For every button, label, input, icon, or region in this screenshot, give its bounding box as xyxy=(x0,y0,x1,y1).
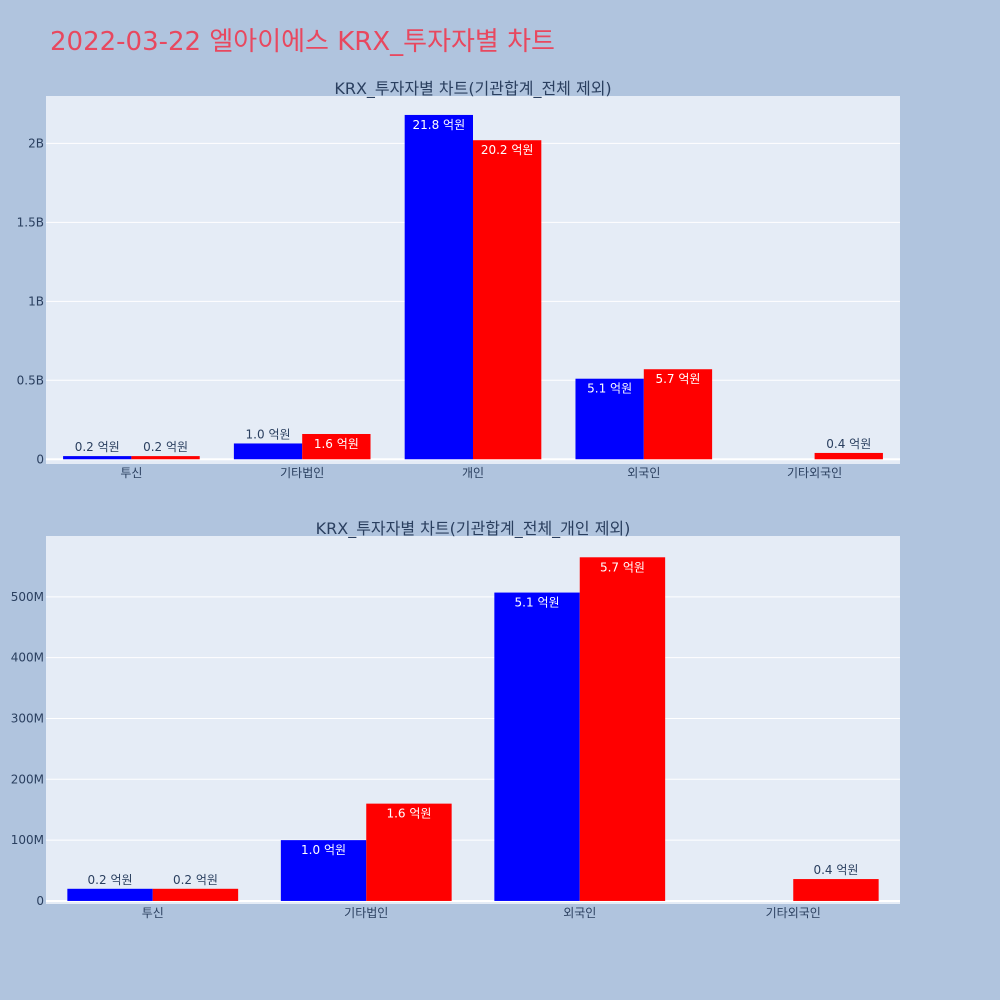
y-tick-label: 2B xyxy=(28,136,44,150)
charts-container: KRX_투자자별 차트(기관합계_전체 제외)00.5B1B1.5B2B투신0.… xyxy=(11,79,900,920)
data-label: 0.4 억원 xyxy=(813,863,858,877)
bar xyxy=(131,456,200,460)
bar xyxy=(643,369,713,460)
data-label: 5.7 억원 xyxy=(655,372,700,386)
y-tick-label: 1B xyxy=(28,294,44,308)
data-label: 0.2 억원 xyxy=(173,873,218,887)
x-tick-label: 투신 xyxy=(120,466,142,480)
plot-area xyxy=(46,536,900,904)
bar xyxy=(233,443,303,460)
chart-title: KRX_투자자별 차트(기관합계_전체_개인 제외) xyxy=(316,519,631,539)
chart-title: KRX_투자자별 차트(기관합계_전체 제외) xyxy=(334,79,611,99)
y-tick-label: 300M xyxy=(11,711,44,725)
bar xyxy=(67,888,153,901)
data-label: 1.0 억원 xyxy=(301,843,346,857)
x-tick-label: 개인 xyxy=(462,466,484,480)
x-tick-label: 기타법인 xyxy=(280,466,324,480)
bar xyxy=(494,592,580,901)
data-label: 5.1 억원 xyxy=(515,596,560,610)
chart-1: KRX_투자자별 차트(기관합계_전체 제외)00.5B1B1.5B2B투신0.… xyxy=(17,79,900,480)
x-tick-label: 기타외국인 xyxy=(787,466,842,480)
y-tick-label: 0 xyxy=(36,894,44,908)
y-tick-label: 200M xyxy=(11,772,44,786)
data-label: 0.2 억원 xyxy=(88,873,133,887)
bar xyxy=(302,433,371,460)
y-tick-label: 100M xyxy=(11,833,44,847)
data-label: 1.6 억원 xyxy=(386,807,431,821)
bar xyxy=(63,456,132,460)
bar xyxy=(404,114,473,460)
x-tick-label: 기타외국인 xyxy=(766,906,821,920)
chart-2: KRX_투자자별 차트(기관합계_전체_개인 제외) 0 100M 200M 300M 4… xyxy=(11,519,900,920)
bar xyxy=(814,452,883,460)
bar xyxy=(473,140,542,460)
bar xyxy=(579,557,666,901)
x-tick-label: 기타법인 xyxy=(344,906,388,920)
data-label: 1.0 억원 xyxy=(246,427,291,441)
data-label: 21.8 억원 xyxy=(413,118,466,132)
bar xyxy=(793,879,879,901)
figure-title: 2022-03-22 엘아이에스 KRX_투자자별 차트 xyxy=(50,27,555,57)
data-label: 1.6 억원 xyxy=(314,437,359,451)
x-tick-label: 외국인 xyxy=(563,906,596,920)
bar xyxy=(366,803,452,901)
data-label: 20.2 억원 xyxy=(481,143,534,157)
data-label: 0.2 억원 xyxy=(143,440,188,454)
y-tick-label: 0 xyxy=(36,452,44,466)
bar xyxy=(575,378,644,460)
data-label: 5.1 억원 xyxy=(587,382,632,396)
y-tick-label: 0.5B xyxy=(17,373,44,387)
bar xyxy=(280,840,367,901)
x-tick-label: 투신 xyxy=(142,906,164,920)
y-tick-label: 400M xyxy=(11,651,44,665)
y-tick-label: 1.5B xyxy=(17,215,44,229)
data-label: 0.4 억원 xyxy=(826,437,871,451)
y-tick-label: 500M xyxy=(11,590,44,604)
x-tick-label: 외국인 xyxy=(627,466,660,480)
bar xyxy=(152,888,239,901)
data-label: 5.7 억원 xyxy=(600,560,645,574)
data-label: 0.2 억원 xyxy=(75,440,120,454)
